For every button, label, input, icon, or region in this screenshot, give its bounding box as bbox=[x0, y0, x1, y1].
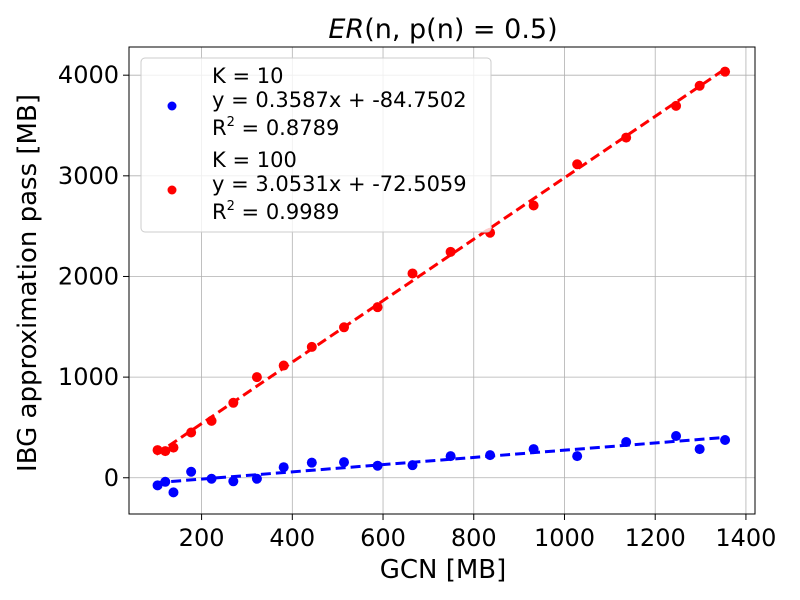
data-points bbox=[152, 66, 731, 498]
data-point-k100 bbox=[694, 80, 705, 91]
legend: K = 10 y = 0.3587x + -84.7502 R2 = 0.878… bbox=[140, 57, 492, 233]
y-tick-label: 3000 bbox=[58, 162, 119, 190]
data-point-k100 bbox=[152, 445, 163, 456]
legend-k10-r2: R2 = 0.8789 bbox=[212, 115, 339, 140]
x-axis-label: GCN [MB] bbox=[380, 555, 507, 585]
y-tick-label: 0 bbox=[104, 464, 119, 492]
legend-box bbox=[140, 57, 492, 233]
data-point-k10 bbox=[671, 430, 682, 441]
chart-title-suffix: (n, p(n) = 0.5) bbox=[364, 14, 557, 45]
x-tick-label: 600 bbox=[360, 524, 406, 552]
data-point-k10 bbox=[160, 476, 171, 487]
legend-k10-r2-prefix: R bbox=[212, 116, 227, 140]
y-tick-label: 2000 bbox=[58, 262, 119, 290]
x-tick-label: 1200 bbox=[625, 524, 686, 552]
data-point-k10 bbox=[372, 460, 383, 471]
chart-title: ER(n, p(n) = 0.5) bbox=[328, 14, 557, 45]
data-point-k100 bbox=[168, 442, 179, 453]
data-point-k100 bbox=[720, 66, 731, 77]
data-point-k10 bbox=[206, 473, 217, 484]
data-point-k100 bbox=[186, 427, 197, 438]
legend-k100-r2-sup: 2 bbox=[227, 199, 235, 214]
data-point-k100 bbox=[278, 360, 289, 371]
data-point-k10 bbox=[694, 444, 705, 455]
legend-k10-equation: y = 0.3587x + -84.7502 bbox=[212, 88, 467, 112]
x-tick-label: 800 bbox=[451, 524, 497, 552]
plot-frame bbox=[128, 46, 756, 515]
data-point-k10 bbox=[251, 473, 262, 484]
data-point-k100 bbox=[160, 446, 171, 457]
data-point-k10 bbox=[720, 435, 731, 446]
data-point-k10 bbox=[407, 460, 418, 471]
legend-k100-r2: R2 = 0.9989 bbox=[212, 199, 339, 224]
legend-k100-name: K = 100 bbox=[212, 148, 297, 172]
legend-k10-r2-sup: 2 bbox=[227, 115, 235, 130]
legend-k10-r2-value: = 0.8789 bbox=[235, 116, 339, 140]
data-point-k100 bbox=[372, 302, 383, 313]
data-point-k10 bbox=[278, 462, 289, 473]
data-point-k10 bbox=[528, 444, 539, 455]
data-point-k10 bbox=[621, 437, 632, 448]
data-point-k10 bbox=[152, 480, 163, 491]
y-tick-label: 1000 bbox=[58, 363, 119, 391]
data-point-k100 bbox=[407, 268, 418, 279]
data-point-k10 bbox=[186, 466, 197, 477]
x-tick-label: 1400 bbox=[715, 524, 776, 552]
data-point-k100 bbox=[445, 246, 456, 257]
data-point-k10 bbox=[485, 450, 496, 461]
data-point-k100 bbox=[251, 372, 262, 383]
legend-marker-k100 bbox=[167, 185, 177, 195]
y-tick-label: 4000 bbox=[58, 61, 119, 89]
x-tick-label: 200 bbox=[179, 524, 225, 552]
y-axis-label: IBG approximation pass [MB] bbox=[13, 94, 43, 472]
data-point-k100 bbox=[228, 397, 239, 408]
fit-line-k10 bbox=[156, 435, 726, 485]
legend-k100-r2-prefix: R bbox=[212, 200, 227, 224]
legend-k100-r2-value: = 0.9989 bbox=[235, 200, 339, 224]
data-point-k100 bbox=[339, 322, 350, 333]
x-tick-label: 1000 bbox=[534, 524, 595, 552]
legend-marker-k10 bbox=[167, 101, 177, 111]
axis-ticks: 200 400 600 800 1000 1200 1400 0 1000 2000 3000 400… bbox=[58, 61, 777, 552]
data-point-k100 bbox=[572, 159, 583, 170]
data-point-k100 bbox=[206, 415, 217, 426]
legend-k10-name: K = 10 bbox=[212, 64, 283, 88]
x-tick-label: 400 bbox=[269, 524, 315, 552]
data-point-k100 bbox=[621, 132, 632, 143]
data-point-k100 bbox=[671, 100, 682, 111]
fit-lines bbox=[155, 67, 727, 485]
data-point-k10 bbox=[306, 457, 317, 468]
data-point-k10 bbox=[228, 476, 239, 487]
data-point-k10 bbox=[445, 451, 456, 462]
fit-line-k100 bbox=[155, 67, 727, 456]
legend-k100-equation: y = 3.0531x + -72.5059 bbox=[212, 172, 467, 196]
data-point-k100 bbox=[306, 341, 317, 352]
chart-title-prefix: ER bbox=[328, 14, 364, 45]
data-point-k10 bbox=[339, 457, 350, 468]
data-point-k100 bbox=[528, 200, 539, 211]
data-point-k10 bbox=[572, 451, 583, 462]
data-point-k10 bbox=[168, 487, 179, 498]
